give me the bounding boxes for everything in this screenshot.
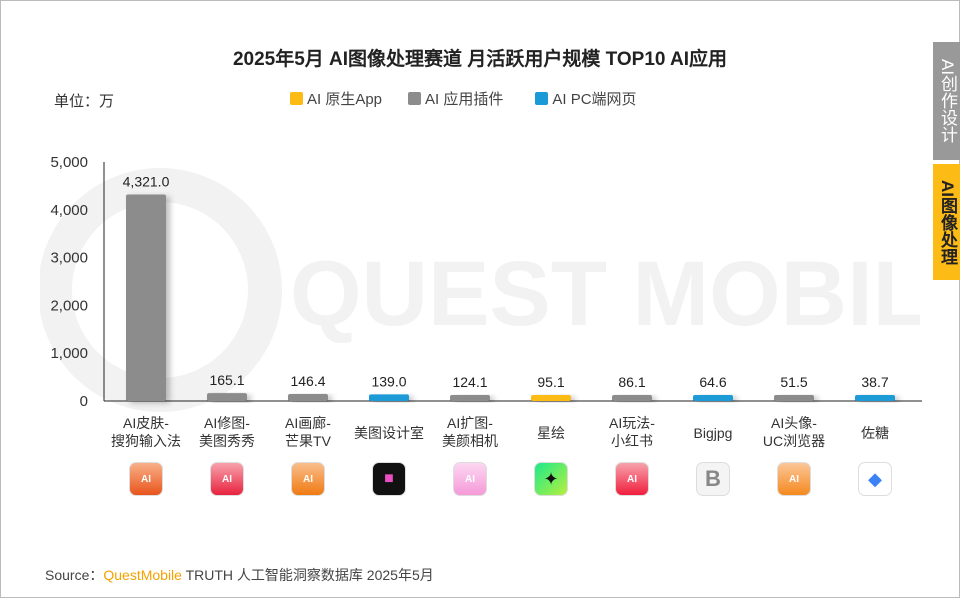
bar [207, 393, 247, 401]
legend: AI 原生App AI 应用插件 AI PC端网页 [290, 88, 637, 109]
bar [855, 395, 895, 401]
tab-ai-creative-design[interactable]: AI创作设计 [933, 42, 960, 160]
y-tick-label: 4,000 [50, 202, 88, 219]
x-tick-label: AI头像- UC浏览器 [762, 415, 826, 449]
legend-swatch [408, 92, 422, 105]
data-label: 38.7 [861, 374, 888, 390]
sogou-ai-icon: AI [129, 462, 163, 496]
x-tick-label: AI画廊- 芒果TV [285, 415, 331, 449]
data-label: 124.1 [452, 374, 487, 390]
bar [612, 395, 652, 401]
uc-ai-icon: AI [777, 462, 811, 496]
meitu-design-icon: ■ [372, 462, 406, 496]
xiaohongshu-ai-icon: AI [615, 462, 649, 496]
data-label: 139.0 [371, 373, 406, 389]
legend-label: AI 原生App [307, 91, 383, 108]
legend-swatch [535, 92, 549, 105]
data-label: 4,321.0 [123, 173, 170, 189]
x-tick-label: 美图设计室 [354, 425, 424, 441]
legend-item-plugin: AI 应用插件 [408, 88, 503, 109]
x-tick-label: Bigjpg [693, 425, 733, 441]
bar [531, 395, 571, 401]
legend-label: AI PC端网页 [552, 91, 637, 108]
legend-item-pc-web: AI PC端网页 [535, 88, 637, 109]
x-tick-label: 佐糖 [861, 425, 889, 441]
source-text: TRUTH 人工智能洞察数据库 2025年5月 [181, 567, 434, 583]
bar [774, 395, 814, 401]
y-tick-label: 3,000 [50, 250, 88, 267]
x-tick-label: AI玩法- 小红书 [609, 415, 655, 449]
data-label: 64.6 [699, 374, 726, 390]
unit-label: 单位：万 [54, 93, 115, 110]
bar [126, 194, 166, 401]
legend-label: AI 应用插件 [425, 91, 504, 108]
zuotang-icon: ◆ [858, 462, 892, 496]
bar [450, 395, 490, 401]
legend-swatch [290, 92, 303, 105]
y-tick-label: 5,000 [50, 154, 88, 171]
bar [288, 394, 328, 401]
data-label: 165.1 [209, 372, 244, 388]
bar [693, 395, 733, 401]
data-label: 146.4 [290, 373, 325, 389]
beautycam-ai-icon: AI [453, 462, 487, 496]
y-tick-label: 0 [80, 393, 88, 410]
x-tick-label: AI扩图- 美颜相机 [442, 415, 498, 449]
legend-item-native-app: AI 原生App [290, 88, 382, 109]
xinghui-icon: ✦ [534, 462, 568, 496]
x-tick-label: AI修图- 美图秀秀 [199, 415, 255, 449]
tab-ai-image-processing[interactable]: AI图像处理 [933, 164, 960, 280]
data-label: 51.5 [780, 374, 807, 390]
data-label: 95.1 [537, 374, 564, 390]
source-brand: QuestMobile [103, 567, 182, 583]
bar [369, 394, 409, 401]
bigjpg-icon: B [696, 462, 730, 496]
source-note: Source：QuestMobile TRUTH 人工智能洞察数据库 2025年… [45, 565, 434, 585]
x-tick-label: AI皮肤- 搜狗输入法 [111, 415, 181, 449]
y-tick-label: 2,000 [50, 297, 88, 314]
chart-title: 2025年5月 AI图像处理赛道 月活跃用户规模 TOP10 AI应用 [232, 49, 728, 70]
source-prefix: Source： [45, 567, 104, 583]
mangotv-ai-icon: AI [291, 462, 325, 496]
meitu-ai-icon: AI [210, 462, 244, 496]
y-tick-label: 1,000 [50, 345, 88, 362]
x-tick-label: 星绘 [537, 425, 565, 441]
data-label: 86.1 [618, 374, 645, 390]
